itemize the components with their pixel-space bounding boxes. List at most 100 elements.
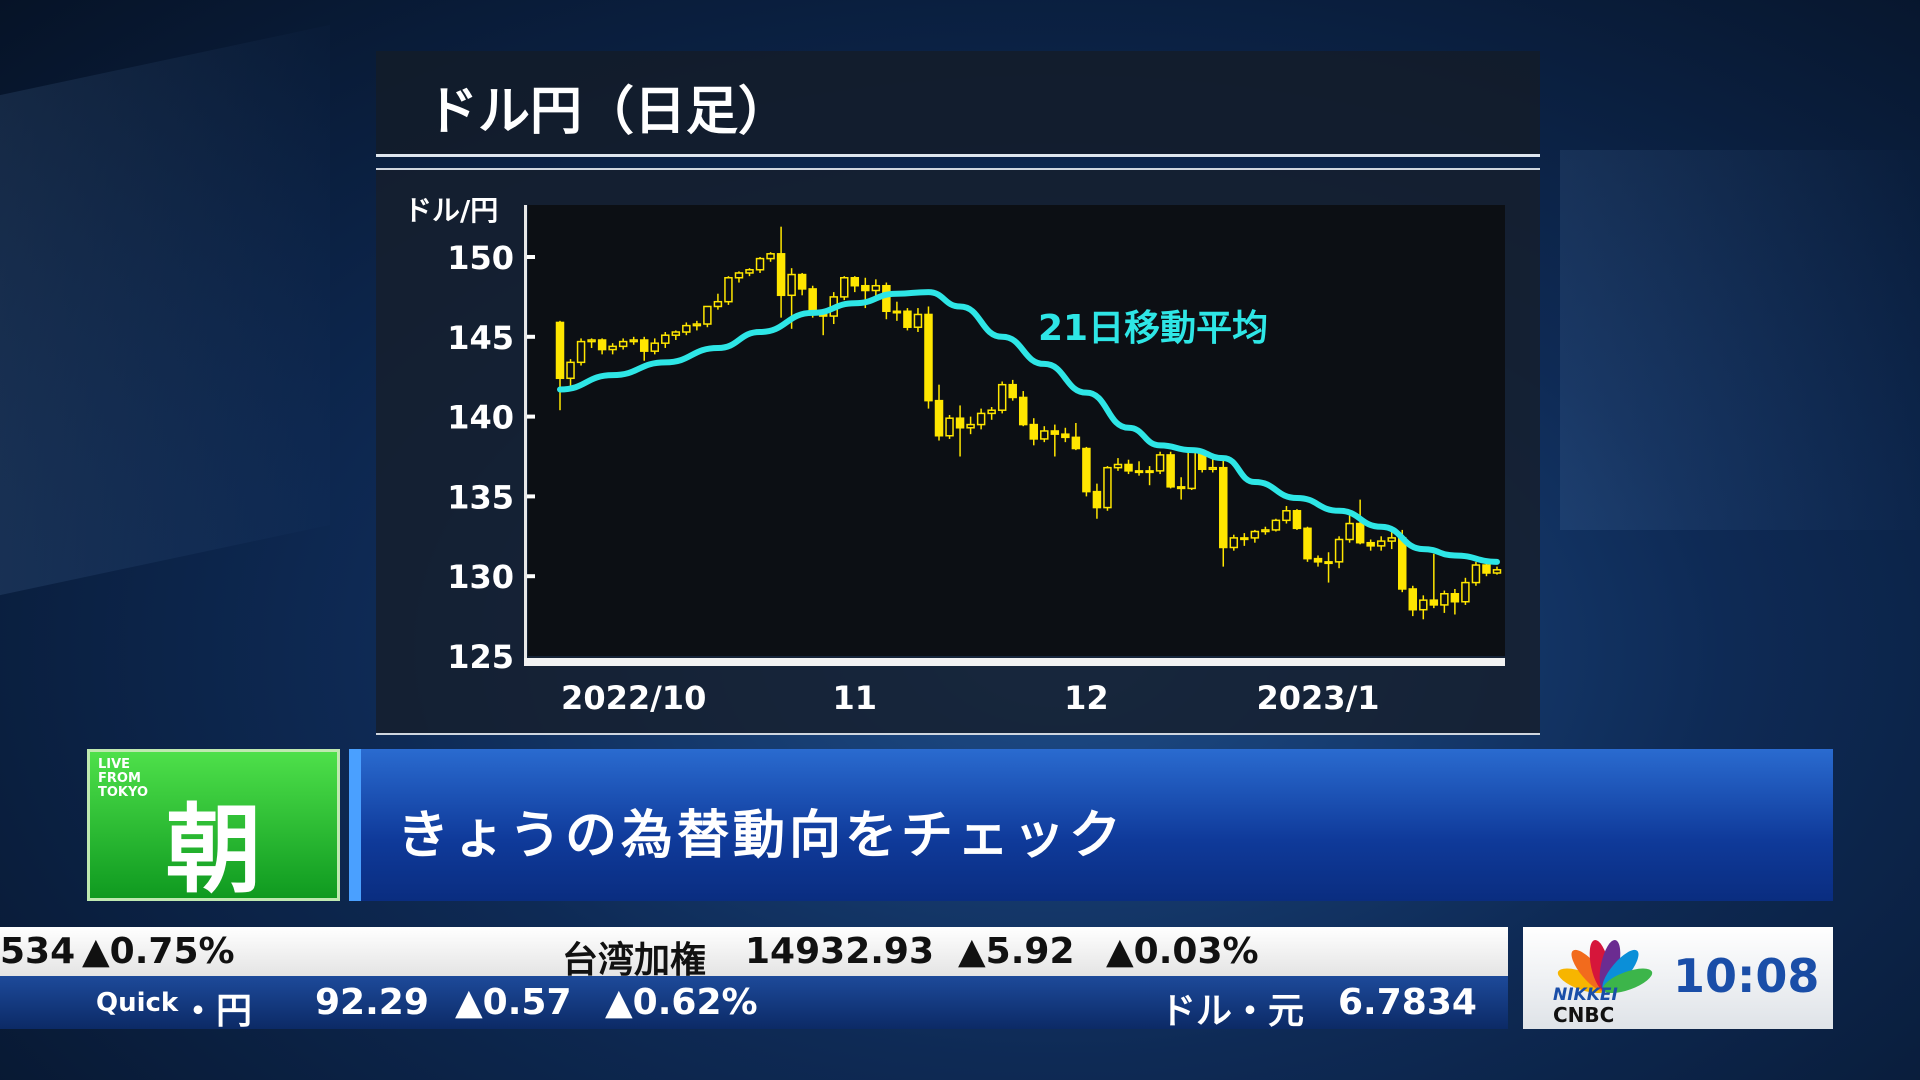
candle-body xyxy=(1450,593,1460,603)
candle xyxy=(850,276,860,293)
candle xyxy=(734,271,744,283)
candle-body xyxy=(1282,510,1291,522)
candle-body xyxy=(1313,557,1323,563)
candle xyxy=(1366,539,1375,551)
candle xyxy=(1124,459,1133,475)
candle xyxy=(797,272,807,296)
candle xyxy=(966,416,975,435)
candle-body xyxy=(1018,396,1028,426)
candle-body xyxy=(1482,564,1491,574)
candle-body xyxy=(703,305,712,325)
candle-body xyxy=(1261,529,1270,533)
ticker-name: 台湾加権 xyxy=(562,940,707,981)
program-badge: LIVE FROM TOKYO 朝 xyxy=(87,749,340,906)
candle xyxy=(1261,526,1270,535)
candle xyxy=(934,384,944,441)
candle-body xyxy=(892,310,902,314)
candle xyxy=(1334,536,1344,569)
ticker-value: 6.7834 xyxy=(1338,982,1477,1023)
candle-body xyxy=(1334,538,1344,563)
candle xyxy=(587,338,596,348)
candle-body xyxy=(1166,454,1175,488)
candle xyxy=(1387,531,1396,550)
live-from-tokyo-label: LIVE FROM TOKYO xyxy=(98,757,148,800)
candle-body xyxy=(555,321,565,380)
candle xyxy=(618,338,628,350)
candle xyxy=(608,343,617,355)
candle xyxy=(1461,577,1470,605)
candle-body xyxy=(650,342,660,352)
candle-body xyxy=(587,339,596,343)
candle-body xyxy=(840,276,849,298)
y-tick xyxy=(527,255,535,259)
x-axis-line xyxy=(524,658,1505,666)
candle xyxy=(1450,588,1460,615)
candle-body xyxy=(1092,490,1102,509)
candle xyxy=(745,268,754,277)
candle xyxy=(1187,450,1196,491)
candle xyxy=(840,276,849,301)
candle xyxy=(1229,534,1239,551)
candle-body xyxy=(1240,537,1249,541)
moving-average-label: 21日移動平均 xyxy=(1038,308,1268,349)
candle-body xyxy=(1029,423,1039,440)
y-tick-label: 130 xyxy=(447,558,514,596)
x-tick-label: 2023/1 xyxy=(1257,679,1380,717)
candle xyxy=(555,320,565,411)
candle xyxy=(903,308,912,331)
candle xyxy=(1313,555,1323,567)
candle-body xyxy=(1471,564,1481,584)
x-tick-label: 2022/10 xyxy=(561,679,706,717)
candle xyxy=(924,306,933,409)
x-tick-label: 12 xyxy=(1064,679,1109,717)
peacock-icon xyxy=(1557,940,1653,993)
candle-body xyxy=(1134,470,1144,474)
candle xyxy=(713,293,723,310)
candle xyxy=(755,257,765,273)
candle xyxy=(1429,553,1439,609)
candle-body xyxy=(608,345,617,351)
candle-body xyxy=(1061,433,1070,439)
candle xyxy=(650,338,660,355)
candle xyxy=(576,338,586,366)
candle xyxy=(766,252,775,262)
ticker-row-top: 534 ▲0.75% 台湾加権 14932.93 ▲5.92 ▲0.03% xyxy=(0,927,1508,981)
candle-body xyxy=(1187,450,1196,490)
candle xyxy=(1029,418,1039,446)
candle-body xyxy=(671,331,681,336)
logo-nikkei: NIKKEI xyxy=(1553,985,1618,1005)
candle xyxy=(1419,595,1428,620)
candle-body xyxy=(1040,430,1049,440)
candle xyxy=(913,308,923,333)
candle xyxy=(1113,458,1123,471)
moving-average-line xyxy=(557,289,1500,565)
candle-body xyxy=(713,300,723,308)
candle-body xyxy=(913,313,923,328)
candle-body xyxy=(955,417,965,429)
y-tick xyxy=(527,574,535,579)
candle xyxy=(639,336,649,361)
candle xyxy=(776,226,786,318)
ticker-change: ▲5.92 xyxy=(958,931,1075,972)
candle-body xyxy=(797,273,807,290)
candle-body xyxy=(966,423,975,429)
candle-body xyxy=(566,361,575,380)
candle xyxy=(1176,477,1186,500)
candle xyxy=(1303,526,1312,562)
candle-body xyxy=(629,339,638,343)
y-tick xyxy=(527,334,535,339)
candle-body xyxy=(1250,530,1260,539)
candle-body xyxy=(871,284,881,292)
candle xyxy=(1134,461,1144,476)
candle xyxy=(1219,456,1228,567)
candle-body xyxy=(787,273,796,297)
ticker-value: 92.29 xyxy=(315,982,429,1023)
candle xyxy=(1492,566,1502,575)
candle-body xyxy=(903,310,912,328)
candle xyxy=(987,407,996,420)
ticker-change-pct: ▲0.03% xyxy=(1106,931,1259,972)
candle-body xyxy=(1176,486,1186,490)
candle-body xyxy=(1345,522,1354,541)
candle-body xyxy=(1387,537,1396,542)
